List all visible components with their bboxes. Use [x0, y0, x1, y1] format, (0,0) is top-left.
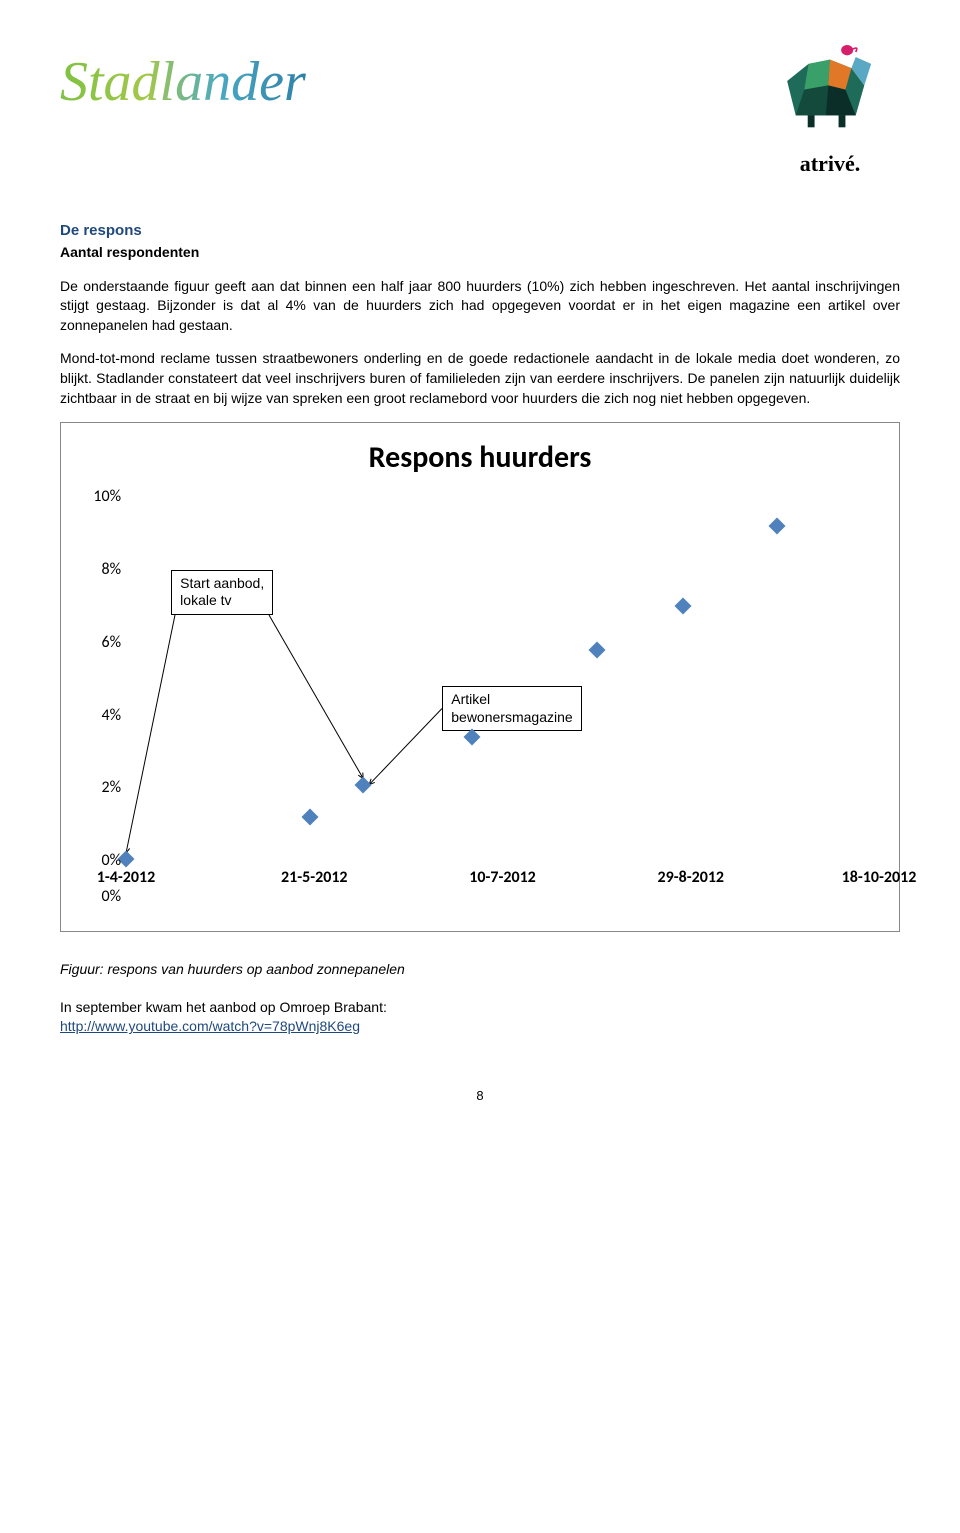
svg-text:Stadlander: Stadlander [60, 51, 306, 113]
ytick-2: 4% [71, 704, 121, 726]
header-logos: Stadlander atrivé. [60, 30, 900, 180]
callout-artikel: Artikel bewonersmagazine [442, 686, 581, 731]
paragraph-2: Mond-tot-mond reclame tussen straatbewon… [60, 349, 900, 408]
data-point-4 [588, 642, 605, 659]
chart-area: 0% Start aanbod, lokale tv Artikel bewon… [71, 497, 889, 897]
section-heading: De respons [60, 220, 900, 241]
sub-heading: Aantal respondenten [60, 243, 900, 263]
data-point-3 [464, 729, 481, 746]
data-point-6 [769, 518, 786, 535]
annotation-lines [126, 497, 879, 861]
xtick-4: 18-10-2012 [842, 867, 917, 889]
ytick-3: 6% [71, 632, 121, 654]
data-point-1 [302, 809, 319, 826]
ytick-5: 10% [71, 486, 121, 508]
chart-caption: Figuur: respons van huurders op aanbod z… [60, 960, 900, 980]
ytick-0: 0% [71, 850, 121, 872]
response-chart: Respons huurders 0% Start aanbod, lokale… [60, 422, 900, 932]
callout-artikel-line1: Artikel [451, 691, 490, 707]
stadlander-logo: Stadlander [60, 30, 360, 140]
xtick-2: 10-7-2012 [469, 867, 536, 889]
ytick-4: 8% [71, 559, 121, 581]
data-point-2 [355, 776, 372, 793]
xtick-1: 21-5-2012 [281, 867, 348, 889]
data-point-5 [675, 598, 692, 615]
chart-plot-area: Start aanbod, lokale tv Artikel bewoners… [126, 497, 879, 861]
ytick-0: 0% [71, 886, 121, 908]
callout-start-line1: Start aanbod, [180, 575, 264, 591]
atrive-logo: atrivé. [760, 30, 900, 180]
callout-start-line2: lokale tv [180, 592, 231, 608]
page-number: 8 [60, 1087, 900, 1105]
chart-title: Respons huurders [71, 437, 889, 479]
callout-artikel-line2: bewonersmagazine [451, 709, 572, 725]
footer-line: In september kwam het aanbod op Omroep B… [60, 998, 900, 1018]
atrive-wordmark: atrivé. [800, 149, 860, 180]
xtick-3: 29-8-2012 [657, 867, 724, 889]
callout-start-aanbod: Start aanbod, lokale tv [171, 570, 273, 615]
ytick-1: 2% [71, 777, 121, 799]
youtube-link[interactable]: http://www.youtube.com/watch?v=78pWnj8K6… [60, 1018, 360, 1034]
paragraph-1: De onderstaande figuur geeft aan dat bin… [60, 277, 900, 336]
